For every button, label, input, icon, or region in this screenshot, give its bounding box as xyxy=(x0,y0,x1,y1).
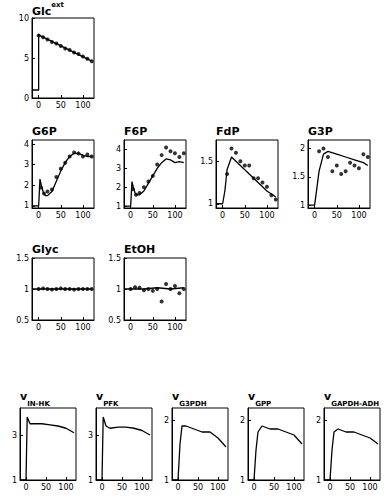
svg-text:1.5: 1.5 xyxy=(108,254,121,263)
svg-text:3: 3 xyxy=(12,431,17,440)
svg-text:0: 0 xyxy=(175,483,180,492)
svg-text:0: 0 xyxy=(251,483,256,492)
svg-text:1: 1 xyxy=(208,199,213,208)
svg-text:1: 1 xyxy=(300,201,305,210)
svg-text:GPP: GPP xyxy=(255,400,271,408)
svg-text:5: 5 xyxy=(24,54,29,63)
svg-text:0.5: 0.5 xyxy=(16,316,29,325)
svg-text:2: 2 xyxy=(164,416,169,425)
svg-text:100: 100 xyxy=(167,323,182,332)
svg-text:0: 0 xyxy=(36,323,41,332)
svg-text:v: v xyxy=(324,390,332,403)
svg-text:EtOH: EtOH xyxy=(124,243,155,256)
svg-text:v: v xyxy=(172,390,180,403)
svg-text:100: 100 xyxy=(286,483,301,492)
svg-text:0: 0 xyxy=(24,94,29,103)
svg-text:1: 1 xyxy=(24,285,29,294)
svg-text:0: 0 xyxy=(99,483,104,492)
svg-text:50: 50 xyxy=(56,323,66,332)
svg-text:1: 1 xyxy=(88,476,93,485)
svg-text:50: 50 xyxy=(332,211,342,220)
svg-text:1: 1 xyxy=(116,285,121,294)
svg-text:2: 2 xyxy=(240,416,245,425)
svg-text:0: 0 xyxy=(23,483,28,492)
svg-text:2: 2 xyxy=(316,416,321,425)
svg-text:1.5: 1.5 xyxy=(292,172,305,181)
svg-text:100: 100 xyxy=(75,323,90,332)
svg-text:FdP: FdP xyxy=(216,125,239,138)
svg-text:0: 0 xyxy=(36,211,41,220)
svg-text:1.5: 1.5 xyxy=(200,157,213,166)
svg-text:50: 50 xyxy=(148,211,158,220)
svg-text:Glyc: Glyc xyxy=(32,243,59,256)
svg-text:1: 1 xyxy=(12,476,17,485)
svg-text:0: 0 xyxy=(312,211,317,220)
svg-text:0.5: 0.5 xyxy=(108,316,121,325)
svg-text:0: 0 xyxy=(128,211,133,220)
svg-text:2: 2 xyxy=(300,144,305,153)
svg-text:4: 4 xyxy=(116,145,121,154)
svg-text:100: 100 xyxy=(134,483,149,492)
svg-text:0: 0 xyxy=(220,211,225,220)
svg-text:1: 1 xyxy=(116,202,121,211)
svg-text:100: 100 xyxy=(351,211,366,220)
svg-text:IN-HK: IN-HK xyxy=(27,400,50,408)
svg-text:3: 3 xyxy=(88,431,93,440)
svg-text:100: 100 xyxy=(362,483,377,492)
svg-text:50: 50 xyxy=(240,211,250,220)
svg-text:50: 50 xyxy=(41,483,51,492)
svg-text:100: 100 xyxy=(167,211,182,220)
svg-text:v: v xyxy=(20,390,28,403)
svg-text:50: 50 xyxy=(56,101,66,110)
svg-text:3: 3 xyxy=(24,160,29,169)
svg-text:50: 50 xyxy=(56,211,66,220)
svg-text:GAPDH-ADH: GAPDH-ADH xyxy=(331,400,379,408)
svg-text:100: 100 xyxy=(58,483,73,492)
svg-text:2: 2 xyxy=(24,181,29,190)
svg-text:0: 0 xyxy=(36,101,41,110)
svg-text:ext: ext xyxy=(51,1,64,9)
svg-text:100: 100 xyxy=(75,211,90,220)
svg-text:100: 100 xyxy=(259,211,274,220)
svg-text:F6P: F6P xyxy=(124,125,147,138)
svg-text:PFK: PFK xyxy=(103,400,119,408)
svg-text:10: 10 xyxy=(19,14,29,23)
svg-text:50: 50 xyxy=(345,483,355,492)
svg-text:1: 1 xyxy=(24,201,29,210)
svg-text:100: 100 xyxy=(210,483,225,492)
svg-text:0: 0 xyxy=(327,483,332,492)
svg-text:2: 2 xyxy=(116,183,121,192)
svg-text:G3P: G3P xyxy=(308,125,333,138)
svg-text:Glc: Glc xyxy=(32,5,51,18)
svg-text:G3PDH: G3PDH xyxy=(179,400,207,408)
svg-text:50: 50 xyxy=(148,323,158,332)
svg-text:50: 50 xyxy=(117,483,127,492)
svg-text:1: 1 xyxy=(316,476,321,485)
svg-text:v: v xyxy=(248,390,256,403)
svg-text:50: 50 xyxy=(193,483,203,492)
svg-text:0: 0 xyxy=(128,323,133,332)
svg-text:1.5: 1.5 xyxy=(16,254,29,263)
svg-text:100: 100 xyxy=(75,101,90,110)
svg-text:G6P: G6P xyxy=(32,125,57,138)
svg-text:4: 4 xyxy=(24,140,29,149)
svg-text:1: 1 xyxy=(164,476,169,485)
svg-text:50: 50 xyxy=(269,483,279,492)
svg-text:3: 3 xyxy=(116,164,121,173)
svg-text:v: v xyxy=(96,390,104,403)
svg-text:1: 1 xyxy=(240,476,245,485)
